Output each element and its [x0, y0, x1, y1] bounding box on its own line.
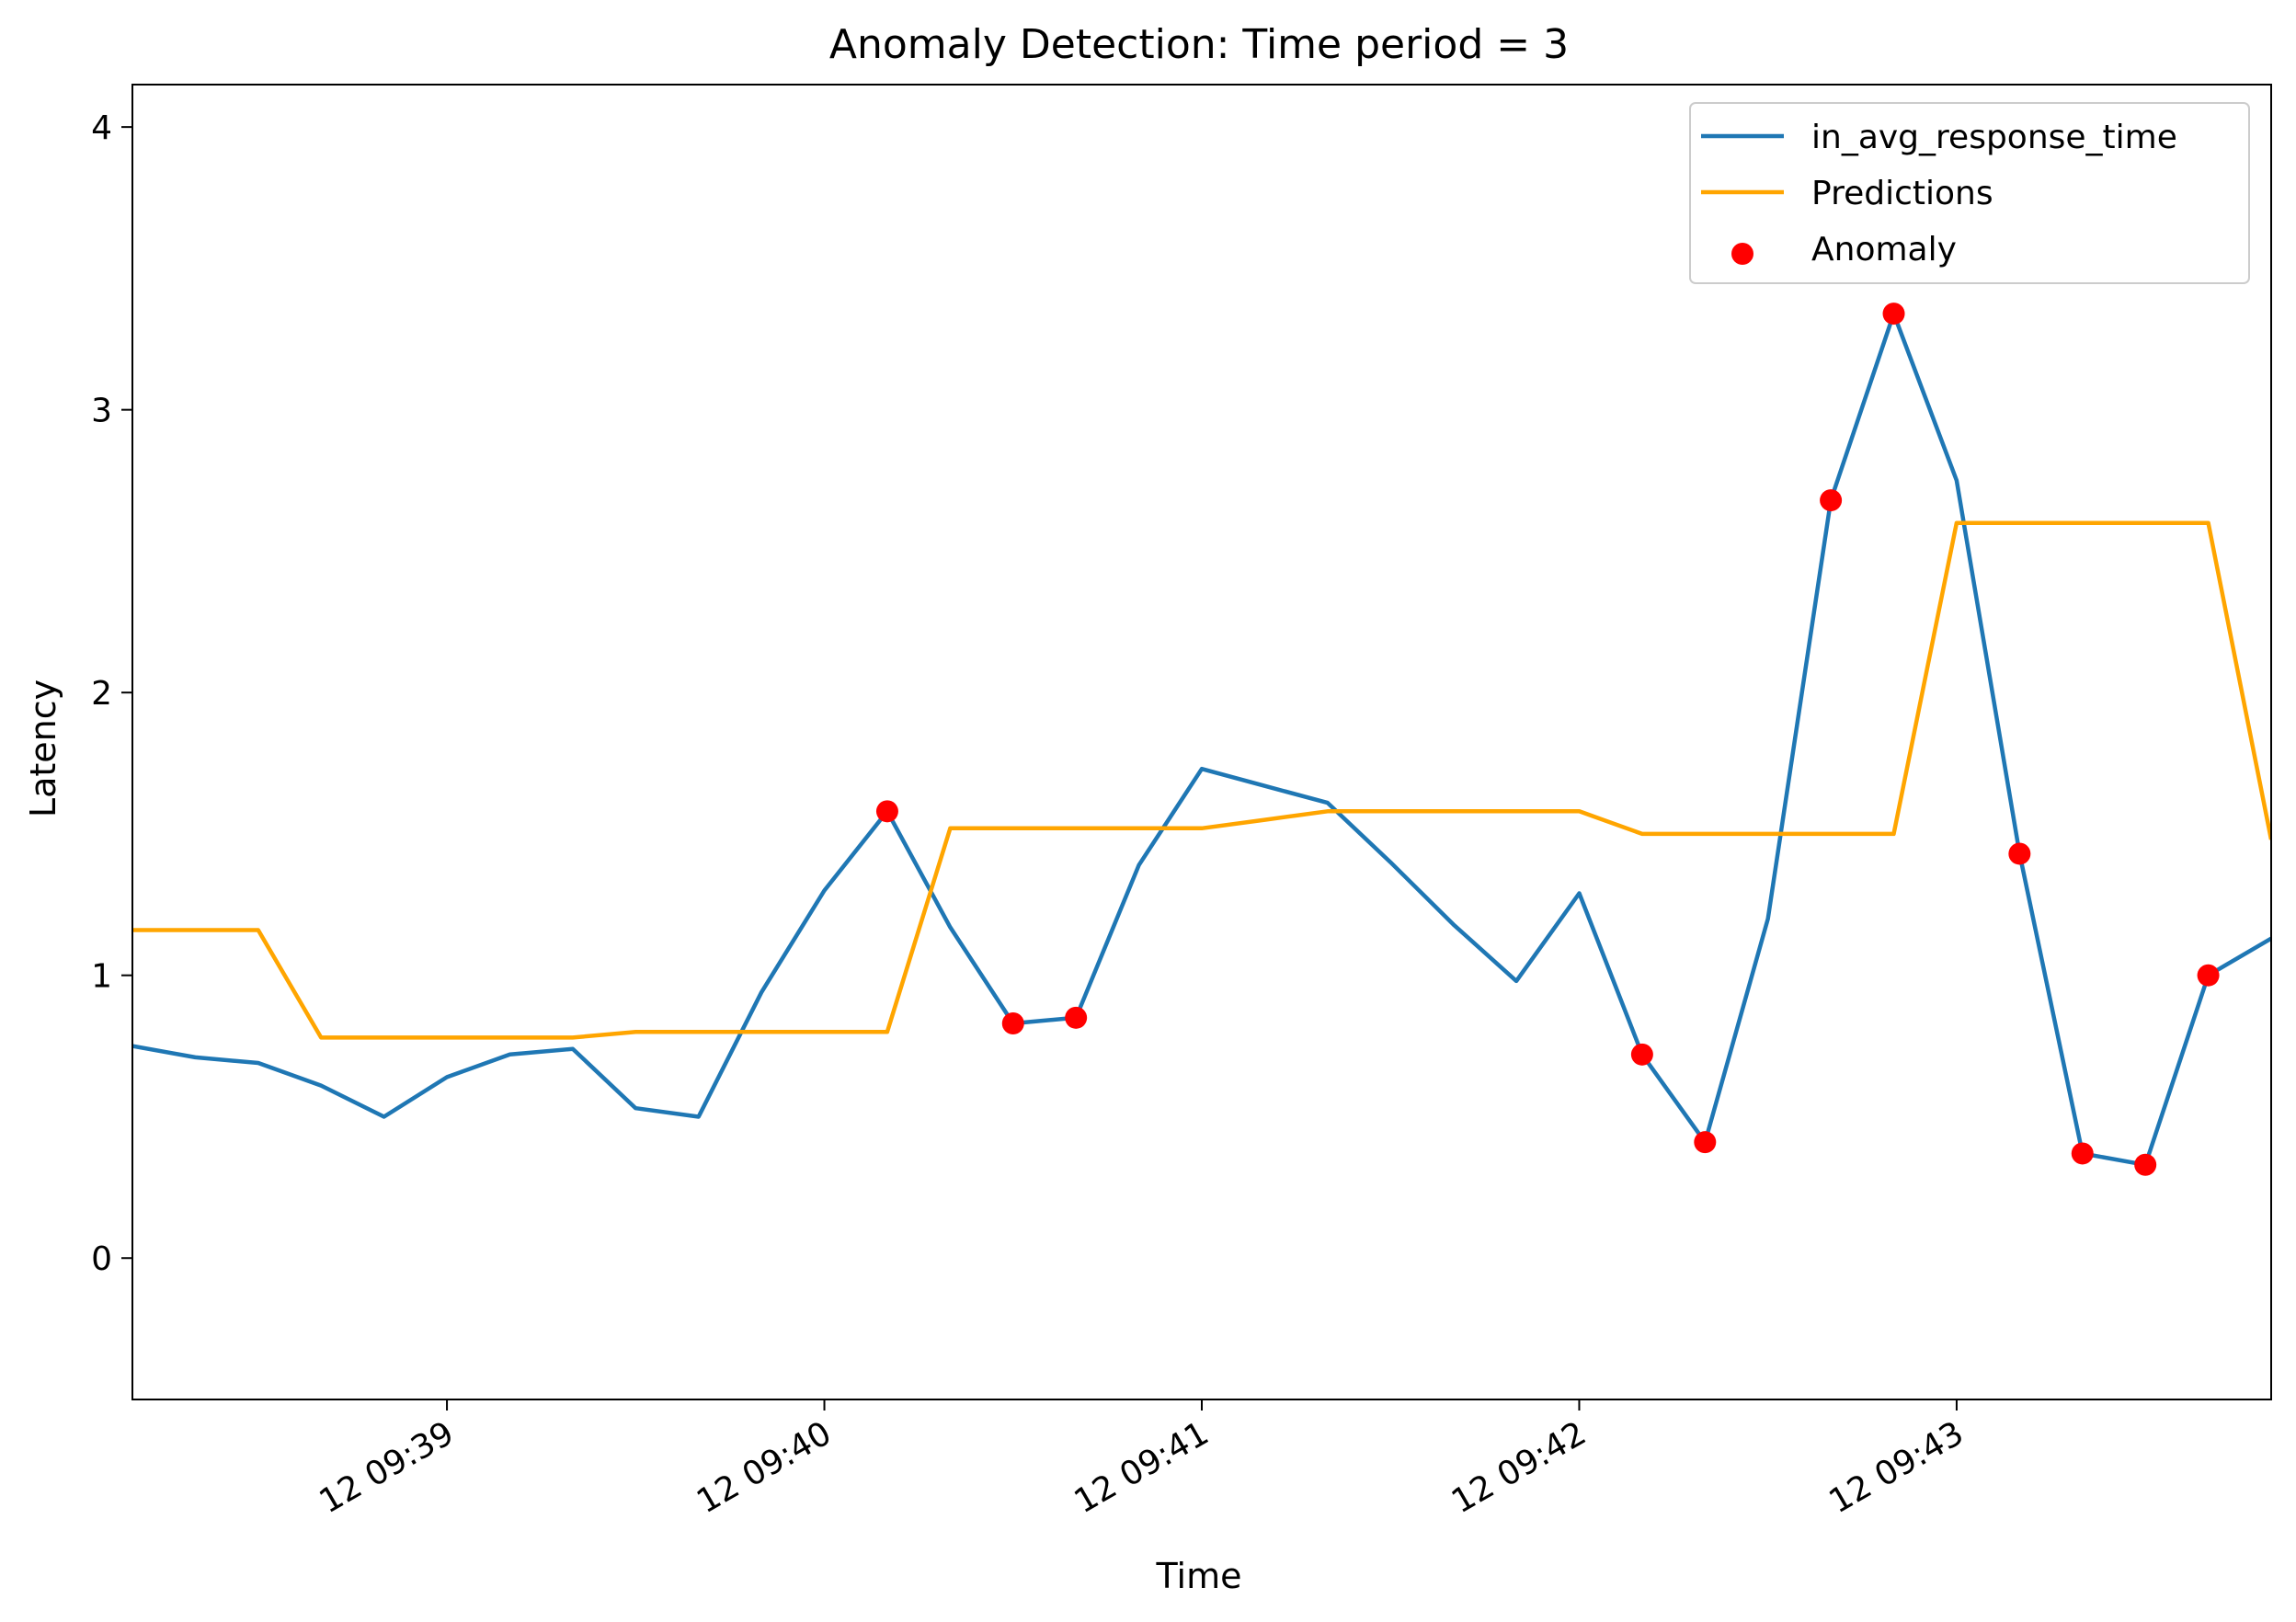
anomaly-point	[1694, 1131, 1717, 1154]
legend-label: in_avg_response_time	[1811, 119, 2177, 156]
anomaly-point	[875, 800, 898, 823]
y-tick-label: 4	[91, 109, 112, 147]
y-tick-label: 3	[91, 393, 112, 430]
anomaly-point	[1065, 1006, 1088, 1029]
anomaly-point	[1882, 303, 1905, 326]
anomaly-point	[2197, 964, 2220, 987]
legend-label: Predictions	[1811, 175, 1993, 212]
y-tick-label: 2	[91, 675, 112, 713]
series-line-predictions	[132, 520, 2271, 1040]
legend-marker-swatch	[1731, 243, 1753, 265]
series-line-in-avg-response-time	[132, 311, 2271, 1168]
anomaly-point	[2008, 842, 2031, 865]
anomaly-point	[1630, 1043, 1653, 1066]
y-axis-label: Latency	[23, 680, 63, 817]
legend-box	[1689, 102, 2250, 284]
legend: in_avg_response_time Predictions Anomaly	[1689, 102, 2250, 284]
plot-area	[132, 303, 2271, 1176]
anomaly-point	[2134, 1153, 2157, 1176]
y-tick-label: 1	[91, 958, 112, 996]
x-axis-label: Time	[1156, 1556, 1242, 1596]
anomaly-point	[2071, 1142, 2094, 1165]
chart-title: Anomaly Detection: Time period = 3	[829, 21, 1569, 68]
anomaly-point	[1820, 489, 1843, 512]
y-tick-label: 0	[91, 1240, 112, 1278]
anomaly-point	[1001, 1011, 1024, 1034]
legend-label: Anomaly	[1811, 231, 1957, 268]
